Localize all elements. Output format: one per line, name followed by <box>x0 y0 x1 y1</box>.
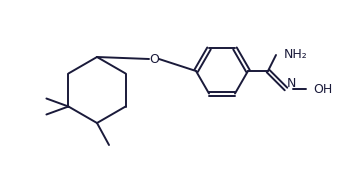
Text: N: N <box>287 77 296 90</box>
Text: OH: OH <box>313 82 332 96</box>
Text: NH₂: NH₂ <box>284 48 308 61</box>
Text: O: O <box>149 53 159 65</box>
